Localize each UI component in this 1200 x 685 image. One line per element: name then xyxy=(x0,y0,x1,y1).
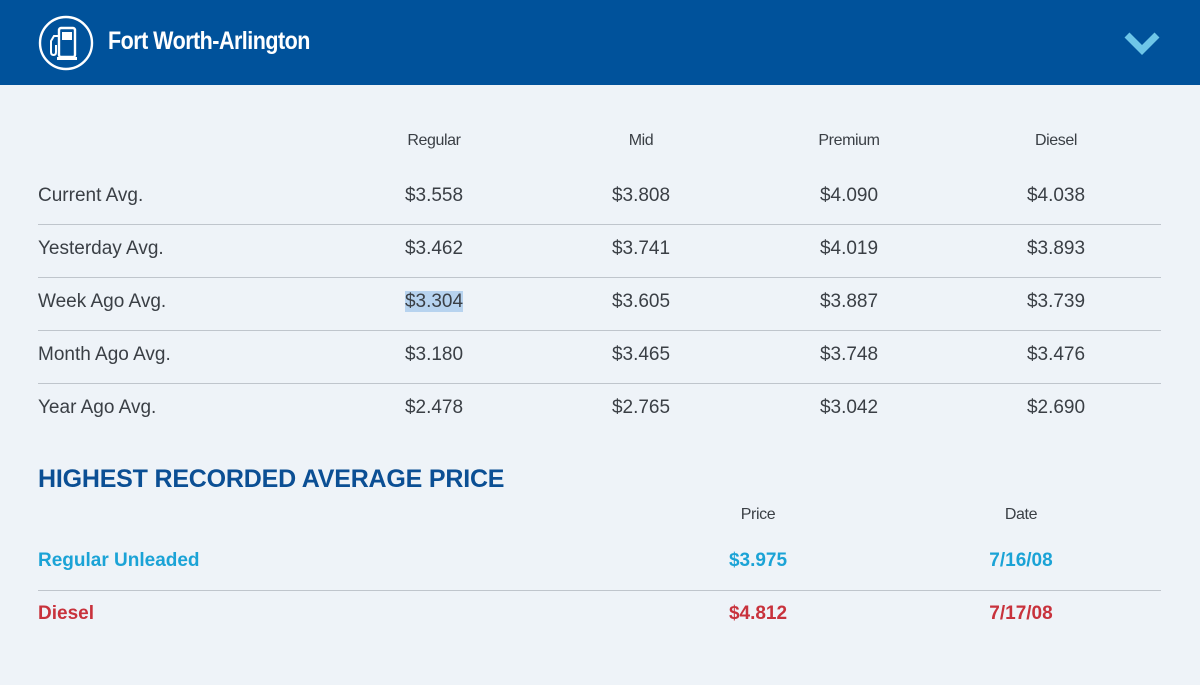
gas-pump-icon xyxy=(38,15,94,71)
price-cell: $3.462 xyxy=(404,238,464,259)
section-heading: HIGHEST RECORDED AVERAGE PRICE xyxy=(38,465,505,493)
region-title: Fort Worth-Arlington xyxy=(108,27,310,55)
record-label: Regular Unleaded xyxy=(38,550,200,571)
table-row: Year Ago Avg. $2.478 $2.765 $3.042 $2.69… xyxy=(38,383,1161,436)
price-cell: $3.741 xyxy=(611,238,671,259)
price-cell: $2.765 xyxy=(611,397,671,418)
region-header: Fort Worth-Arlington xyxy=(0,0,1200,85)
column-header-date: Date xyxy=(1004,506,1038,523)
record-price: $4.812 xyxy=(728,603,788,624)
price-cell: $3.465 xyxy=(611,344,671,365)
column-header-regular: Regular xyxy=(407,132,461,149)
column-header-mid: Mid xyxy=(628,132,654,149)
chevron-down-icon[interactable] xyxy=(1122,26,1162,60)
selected-price-text: $3.304 xyxy=(404,291,464,312)
price-cell: $2.478 xyxy=(404,397,464,418)
record-row-diesel: Diesel $4.812 7/17/08 xyxy=(38,590,1161,643)
price-cell: $2.690 xyxy=(1026,397,1086,418)
table-row: Yesterday Avg. $3.462 $3.741 $4.019 $3.8… xyxy=(38,224,1161,278)
record-date: 7/17/08 xyxy=(989,603,1053,624)
price-cell: $4.090 xyxy=(819,185,879,206)
price-cell: $3.042 xyxy=(819,397,879,418)
price-cell: $3.748 xyxy=(819,344,879,365)
price-cell: $3.808 xyxy=(611,185,671,206)
price-cell: $3.887 xyxy=(819,291,879,312)
price-cell: $3.739 xyxy=(1026,291,1086,312)
column-header-price: Price xyxy=(740,506,776,523)
record-date: 7/16/08 xyxy=(989,550,1053,571)
row-label: Week Ago Avg. xyxy=(38,291,167,312)
table-row: Current Avg. $3.558 $3.808 $4.090 $4.038 xyxy=(38,171,1161,225)
row-label: Month Ago Avg. xyxy=(38,344,171,365)
table-row: Month Ago Avg. $3.180 $3.465 $3.748 $3.4… xyxy=(38,330,1161,384)
row-label: Year Ago Avg. xyxy=(38,397,157,418)
column-header-diesel: Diesel xyxy=(1034,132,1078,149)
table-row: Week Ago Avg. $3.304 $3.605 $3.887 $3.73… xyxy=(38,277,1161,331)
column-header-premium: Premium xyxy=(818,132,880,149)
record-row-regular: Regular Unleaded $3.975 7/16/08 xyxy=(38,537,1161,591)
price-cell: $3.476 xyxy=(1026,344,1086,365)
record-label: Diesel xyxy=(38,603,94,624)
record-price: $3.975 xyxy=(728,550,788,571)
price-cell: $3.558 xyxy=(404,185,464,206)
price-cell: $4.038 xyxy=(1026,185,1086,206)
row-label: Yesterday Avg. xyxy=(38,238,164,259)
price-cell: $3.893 xyxy=(1026,238,1086,259)
price-cell: $3.304 xyxy=(364,291,504,313)
price-cell: $4.019 xyxy=(819,238,879,259)
price-cell: $3.180 xyxy=(404,344,464,365)
row-label: Current Avg. xyxy=(38,185,144,206)
price-cell: $3.605 xyxy=(611,291,671,312)
